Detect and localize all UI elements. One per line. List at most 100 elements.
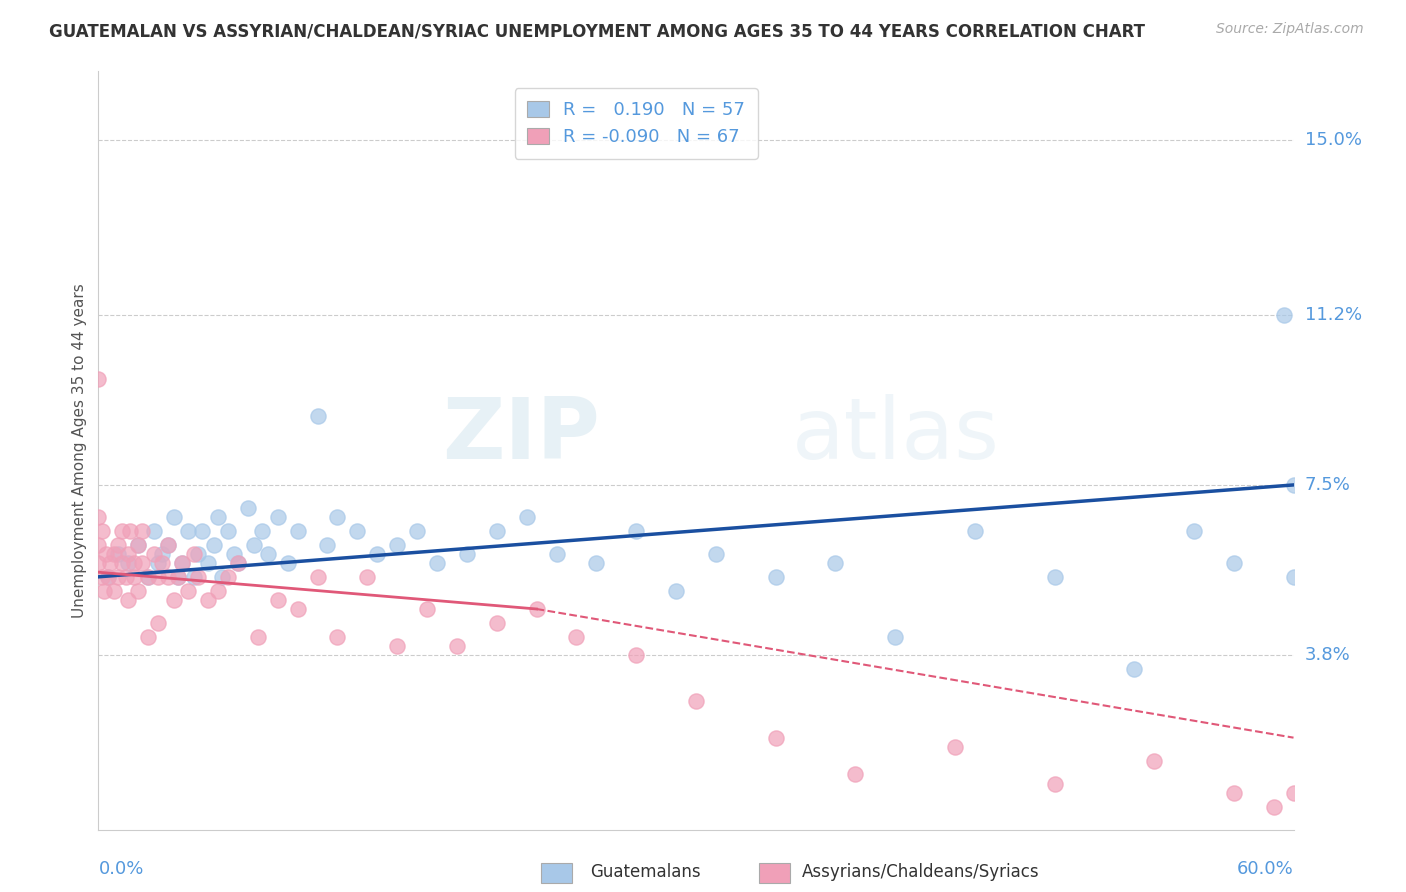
Point [87, 538, 110, 552]
Point [1223, 556, 1246, 570]
Point [87, 556, 110, 570]
Text: 7.5%: 7.5% [1305, 476, 1351, 494]
Point [1263, 799, 1285, 814]
Point [356, 570, 378, 584]
Point [1043, 776, 1066, 790]
Point [136, 630, 159, 644]
Point [197, 556, 219, 570]
Point [131, 524, 153, 538]
Point [167, 570, 190, 584]
Point [326, 630, 349, 644]
Point [157, 570, 180, 584]
Point [287, 602, 309, 616]
Point [226, 556, 249, 570]
Point [287, 524, 309, 538]
Point [844, 767, 866, 781]
Point [326, 510, 349, 524]
Point [111, 524, 134, 538]
Point [111, 556, 134, 570]
Point [143, 547, 166, 561]
Point [127, 538, 149, 552]
Point [150, 556, 173, 570]
Point [136, 570, 159, 584]
Point [526, 602, 548, 616]
Point [267, 510, 290, 524]
Point [131, 556, 153, 570]
Point [91, 570, 114, 584]
Point [565, 630, 588, 644]
Point [207, 510, 229, 524]
Point [148, 556, 170, 570]
Point [665, 583, 688, 598]
Point [256, 547, 278, 561]
Point [143, 524, 166, 538]
Point [172, 556, 194, 570]
Point [626, 648, 648, 662]
Point [148, 570, 170, 584]
Point [211, 570, 233, 584]
Point [97, 570, 120, 584]
Point [191, 524, 214, 538]
Point [183, 547, 205, 561]
Point [704, 547, 727, 561]
Point [96, 547, 118, 561]
Text: 11.2%: 11.2% [1305, 306, 1362, 324]
Point [366, 547, 388, 561]
Point [120, 524, 142, 538]
Point [416, 602, 439, 616]
Point [1223, 786, 1246, 800]
Point [485, 615, 508, 630]
Point [136, 570, 159, 584]
Point [97, 570, 120, 584]
Point [485, 524, 508, 538]
Point [456, 547, 478, 561]
Point [183, 570, 205, 584]
Point [943, 739, 966, 754]
Point [406, 524, 429, 538]
Point [172, 556, 194, 570]
Point [117, 592, 139, 607]
Point [87, 372, 110, 386]
Point [546, 547, 568, 561]
Point [163, 592, 186, 607]
Point [197, 592, 219, 607]
Point [1043, 570, 1066, 584]
Point [124, 556, 146, 570]
Point [98, 556, 122, 570]
Point [426, 556, 449, 570]
Point [446, 639, 468, 653]
Point [1282, 570, 1305, 584]
Point [385, 639, 409, 653]
Point [1282, 786, 1305, 800]
Point [103, 547, 125, 561]
Point [107, 547, 129, 561]
Point [124, 570, 146, 584]
Point [107, 538, 129, 552]
Point [107, 570, 129, 584]
Point [187, 570, 209, 584]
Text: 3.8%: 3.8% [1305, 646, 1350, 664]
Point [277, 556, 299, 570]
Point [963, 524, 986, 538]
Point [226, 556, 249, 570]
Point [87, 510, 110, 524]
Point [177, 583, 200, 598]
Text: GUATEMALAN VS ASSYRIAN/CHALDEAN/SYRIAC UNEMPLOYMENT AMONG AGES 35 TO 44 YEARS CO: GUATEMALAN VS ASSYRIAN/CHALDEAN/SYRIAC U… [49, 22, 1146, 40]
Point [167, 570, 190, 584]
Text: ZIP: ZIP [443, 393, 600, 477]
Text: 15.0%: 15.0% [1305, 131, 1361, 149]
Text: Source: ZipAtlas.com: Source: ZipAtlas.com [1216, 22, 1364, 37]
Point [316, 538, 339, 552]
Point [1282, 478, 1305, 492]
Point [127, 583, 149, 598]
Point [115, 570, 138, 584]
Point [157, 538, 180, 552]
Point [626, 524, 648, 538]
Point [685, 694, 707, 708]
Point [307, 409, 329, 423]
Point [103, 583, 125, 598]
Point [1123, 662, 1146, 676]
Point [516, 510, 538, 524]
Y-axis label: Unemployment Among Ages 35 to 44 years: Unemployment Among Ages 35 to 44 years [72, 283, 87, 618]
Point [117, 556, 139, 570]
